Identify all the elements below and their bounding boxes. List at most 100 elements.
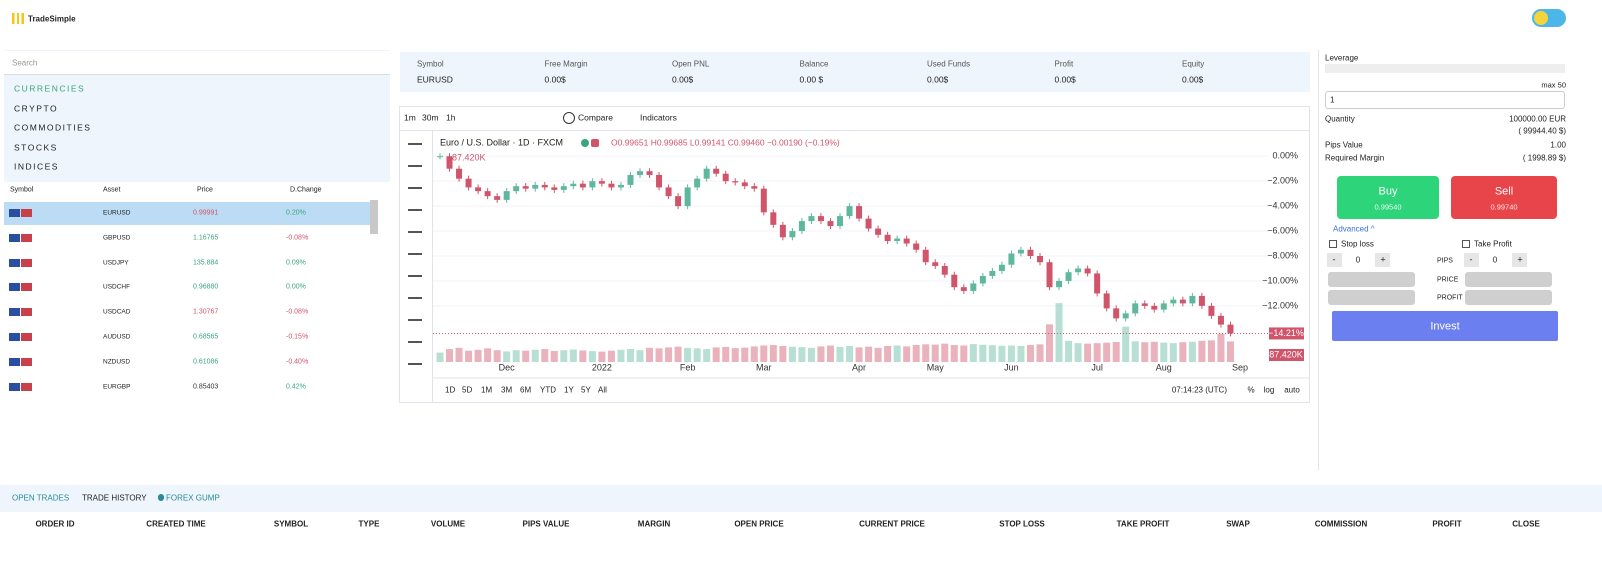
range-button[interactable]: All (598, 385, 607, 395)
range-button[interactable]: 6M (520, 385, 532, 395)
stepper-value: 0 (1492, 255, 1498, 265)
tool-icon[interactable] (408, 253, 422, 255)
candle-body (579, 183, 586, 188)
buy[interactable]: Buy (1378, 185, 1398, 198)
candle-body (665, 187, 672, 197)
select-box[interactable] (1325, 91, 1565, 109)
row-highlight[interactable] (4, 202, 370, 225)
volume-bar (588, 351, 596, 362)
asset[interactable]: GBPUSD (103, 234, 131, 242)
search-placeholder[interactable]: Search (12, 58, 38, 68)
interval[interactable]: 1m (404, 112, 416, 123)
volume-bar (579, 350, 587, 362)
stepper-plus[interactable]: + (1517, 254, 1523, 265)
candle-body (1113, 308, 1120, 319)
category[interactable]: STOCKS (14, 142, 58, 152)
asset[interactable]: USDCAD (103, 308, 131, 316)
tool-icon[interactable] (408, 275, 422, 277)
tool-icon[interactable] (408, 297, 422, 299)
volume-bar (636, 350, 644, 362)
tool-icon[interactable] (408, 187, 422, 189)
candle-body (1217, 315, 1224, 325)
interval[interactable]: 1h (446, 112, 456, 123)
stepper-plus-bg[interactable] (1512, 253, 1527, 267)
range-button[interactable]: YTD (540, 385, 556, 395)
advanced[interactable]: Advanced ^ (1333, 224, 1375, 234)
candle-body (846, 206, 853, 217)
search-box[interactable] (4, 51, 390, 75)
trade-tab[interactable]: FOREX GUMP (166, 493, 220, 503)
range-button[interactable]: 1D (445, 385, 456, 395)
asset[interactable]: EURUSD (103, 209, 131, 217)
field[interactable] (1465, 290, 1552, 305)
trade-tab[interactable]: OPEN TRADES (12, 493, 70, 503)
stepper-plus-bg[interactable] (1375, 253, 1390, 267)
stat-value: 0.00$ (927, 74, 949, 85)
flag (21, 233, 32, 242)
category[interactable]: CRYPTO (14, 103, 59, 113)
stepper-minus-bg[interactable] (1327, 253, 1342, 267)
invest-button[interactable] (1332, 311, 1558, 341)
checkbox[interactable] (1329, 240, 1337, 248)
volume-bar (569, 349, 577, 362)
scrollbar (370, 200, 378, 234)
tool-icon[interactable] (408, 341, 422, 343)
tool-icon[interactable] (408, 231, 422, 233)
category[interactable]: INDICES (14, 161, 59, 172)
volume-bar (465, 350, 473, 362)
interval[interactable]: 30m (422, 112, 439, 123)
asset[interactable]: USDCHF (103, 283, 131, 291)
candle-body (465, 178, 472, 188)
candle-body (1151, 305, 1158, 310)
chart-frame (399, 106, 1310, 403)
tool-icon[interactable] (408, 209, 422, 211)
volume-bar (826, 345, 834, 362)
last-tag-label: −14.21% (1268, 328, 1304, 338)
stepper-minus[interactable]: - (1332, 254, 1336, 265)
indicators[interactable]: Indicators (640, 112, 677, 123)
buy-button[interactable] (1337, 176, 1439, 219)
category[interactable]: COMMODITIES (14, 122, 92, 133)
x-tick-label: Feb (680, 362, 696, 372)
tool-icon[interactable] (408, 143, 422, 145)
asset[interactable]: NZDUSD (103, 358, 131, 366)
candle-body (932, 262, 939, 266)
candle-body (951, 274, 958, 288)
scale-button[interactable]: auto (1284, 385, 1300, 395)
tool-icon[interactable] (408, 363, 422, 365)
candle-body (722, 173, 729, 182)
asset[interactable]: USDJPY (103, 259, 129, 267)
range-button[interactable]: 3M (501, 385, 513, 395)
category[interactable]: CURRENCIES (14, 83, 86, 94)
sell[interactable]: Sell (1494, 185, 1514, 198)
stepper-minus-bg[interactable] (1464, 253, 1479, 267)
asset[interactable]: EURGBP (103, 383, 131, 391)
volume-tag (1269, 349, 1304, 361)
stepper-plus[interactable]: + (1380, 254, 1386, 265)
invest[interactable]: Invest (1430, 320, 1460, 333)
scale-button[interactable]: % (1247, 385, 1255, 395)
tool-icon[interactable] (408, 319, 422, 321)
tool-icon[interactable] (408, 165, 422, 167)
quantity-usd: ( 99944.40 $) (1518, 126, 1566, 136)
field[interactable] (1465, 272, 1552, 287)
leverage-bar[interactable] (1325, 64, 1565, 73)
candle-body (570, 183, 577, 187)
range-button[interactable]: 5D (462, 385, 473, 395)
sell-button[interactable] (1451, 176, 1557, 219)
field[interactable] (1328, 272, 1415, 287)
asset[interactable]: AUDUSD (103, 333, 131, 341)
range-button[interactable]: 1M (481, 385, 493, 395)
range-button[interactable]: 5Y (581, 385, 591, 395)
scale-button[interactable]: log (1263, 385, 1275, 395)
checkbox[interactable] (1462, 240, 1470, 248)
flag (21, 357, 32, 366)
compare[interactable]: Compare (578, 112, 613, 123)
candle-body (837, 216, 843, 227)
field[interactable] (1328, 290, 1415, 305)
x-tick-label: May (927, 362, 945, 372)
range-button[interactable]: 1Y (564, 385, 574, 395)
stepper-minus[interactable]: - (1469, 254, 1473, 265)
trade-tab[interactable]: TRADE HISTORY (82, 493, 147, 503)
volume-bar (665, 347, 673, 362)
